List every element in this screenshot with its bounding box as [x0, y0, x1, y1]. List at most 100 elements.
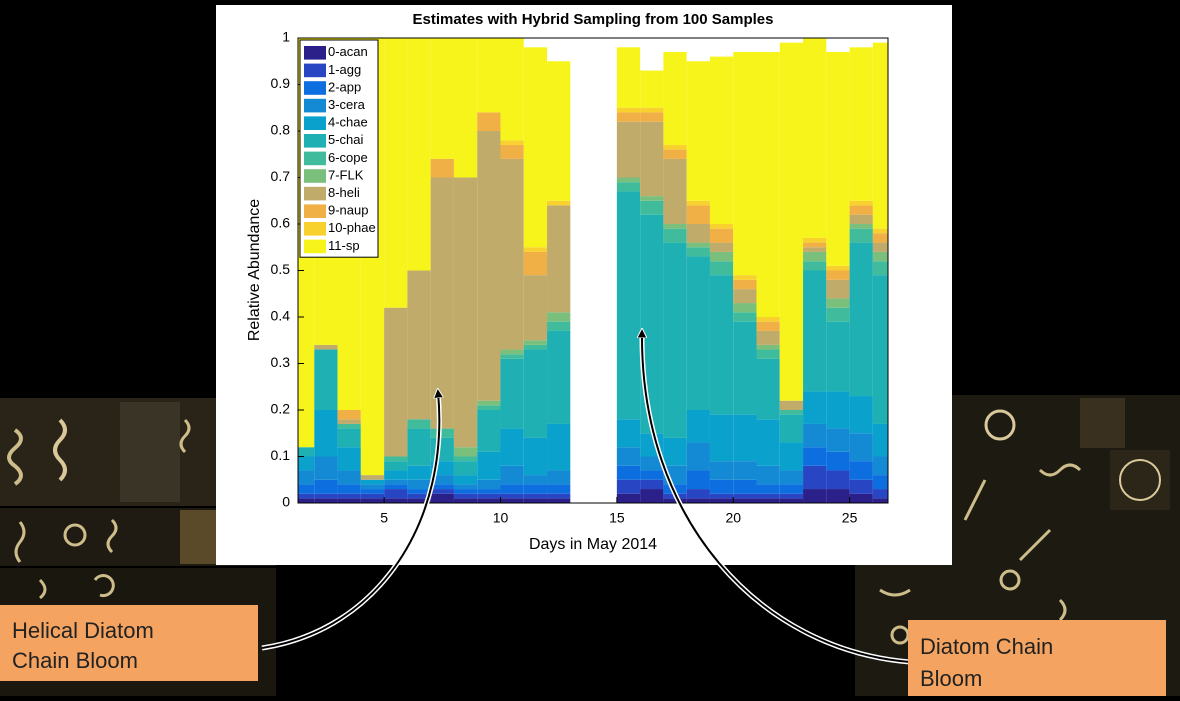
bar-segment — [686, 205, 710, 224]
bar-segment — [872, 456, 888, 476]
bar-segment — [803, 465, 827, 490]
bar-segment — [686, 224, 710, 243]
bar-segment — [686, 200, 710, 206]
bar-segment — [453, 498, 478, 503]
callout-text: Helical Diatom — [12, 618, 154, 643]
bar-segment — [733, 461, 757, 480]
y-tick-label: 0.4 — [271, 308, 291, 324]
bar-segment — [709, 493, 734, 499]
bar-segment — [872, 498, 888, 503]
bar-segment — [337, 410, 361, 420]
bar-segment — [407, 419, 431, 429]
bar-segment — [547, 61, 571, 201]
bar-segment — [826, 270, 850, 280]
bar-segment — [477, 493, 501, 499]
bar-segment — [872, 489, 888, 499]
bar-segment — [709, 261, 734, 276]
bar-segment — [384, 479, 408, 485]
bar-segment — [779, 400, 804, 410]
bar-segment — [779, 484, 804, 494]
bar-segment — [756, 344, 780, 350]
bar-segment — [849, 461, 873, 480]
bar-segment — [298, 447, 315, 457]
bar-segment — [640, 456, 664, 471]
bar-segment — [477, 400, 501, 406]
bar-segment — [477, 451, 501, 480]
bar-segment — [500, 349, 524, 355]
chart-title: Estimates with Hybrid Sampling from 100 … — [413, 11, 774, 28]
bar-segment — [686, 242, 710, 248]
bar-segment — [298, 456, 315, 471]
y-tick-label: 0.2 — [271, 401, 291, 417]
bar-segment — [616, 182, 641, 192]
legend: 0-acan 1-agg 2-app 3-cera 4-chae 5-chai 6-cope… — [299, 39, 379, 258]
x-tick-label: 10 — [493, 510, 509, 526]
legend-swatch — [304, 116, 326, 130]
bar-segment — [640, 200, 664, 215]
bar-segment — [756, 349, 780, 359]
bar-segment — [733, 479, 757, 494]
bar-segment — [803, 447, 827, 466]
bar-segment — [298, 470, 315, 485]
bar-segment — [779, 410, 804, 415]
bar-segment — [779, 493, 804, 499]
bar-segment — [430, 484, 454, 490]
bar-segment — [779, 470, 804, 485]
bar-segment — [616, 447, 641, 466]
bar-segment — [663, 224, 687, 229]
bar-segment — [826, 321, 850, 392]
y-tick-label: 0.5 — [271, 261, 291, 277]
bar-segment — [849, 242, 873, 397]
bar-segment — [709, 275, 734, 415]
bar-segment — [640, 479, 664, 490]
bar-segment — [616, 419, 641, 448]
bar-segment — [430, 489, 454, 494]
bar-segment — [709, 414, 734, 462]
legend-label: 0-acan — [328, 44, 368, 59]
legend-swatch — [304, 186, 326, 201]
bar-segment — [430, 177, 454, 429]
bar-segment — [453, 38, 478, 178]
bar-segment — [686, 410, 710, 443]
legend-swatch — [304, 46, 326, 60]
bars — [298, 38, 888, 503]
bar-segment — [803, 247, 827, 252]
bar-segment — [360, 498, 385, 503]
bar-segment — [663, 158, 687, 224]
bar-segment — [314, 498, 338, 503]
bar-segment — [663, 144, 687, 150]
bar-segment — [803, 237, 827, 243]
bar-segment — [453, 493, 478, 499]
bar-segment — [849, 433, 873, 462]
bar-segment — [500, 484, 524, 494]
bar-segment — [803, 423, 827, 448]
legend-label: 11-sp — [328, 238, 360, 253]
bar-segment — [872, 228, 888, 234]
bar-segment — [337, 493, 361, 499]
bar-segment — [663, 437, 687, 466]
bar-segment — [663, 498, 687, 503]
bar-segment — [849, 200, 873, 206]
bar-segment — [477, 38, 501, 113]
bar-segment — [407, 465, 431, 480]
bar-segment — [756, 419, 780, 466]
callout-text: Bloom — [920, 666, 982, 691]
bar-segment — [640, 489, 664, 503]
bar-segment — [477, 112, 501, 131]
bar-segment — [523, 475, 548, 485]
bar-segment — [523, 349, 548, 438]
bar-segment — [477, 479, 501, 490]
bar-segment — [453, 456, 478, 462]
bar-segment — [337, 447, 361, 471]
bar-segment — [872, 423, 888, 457]
bar-segment — [803, 242, 827, 248]
bar-segment — [616, 112, 641, 122]
bar-segment — [547, 498, 571, 503]
bar-segment — [733, 321, 757, 415]
bar-segment — [756, 330, 780, 345]
bar-segment — [477, 131, 501, 401]
bar-segment — [360, 475, 385, 480]
bar-segment — [709, 228, 734, 243]
bar-segment — [756, 358, 780, 420]
